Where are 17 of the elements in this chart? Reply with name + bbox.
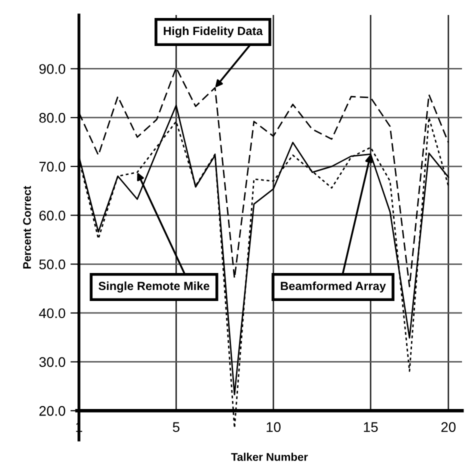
x-tick-label: 20 <box>441 422 456 432</box>
y-tick-label: 60.0 <box>39 210 66 220</box>
y-tick-label: 80.0 <box>39 112 66 123</box>
y-tick-label: 90.0 <box>39 64 66 74</box>
y-tick-label: 50.0 <box>39 259 66 270</box>
x-tick-label: 15 <box>364 422 378 432</box>
y-tick-label: 30.0 <box>39 357 66 368</box>
series-label: Single Remote Mike <box>98 281 210 293</box>
text: High Fidelity Data <box>164 26 263 38</box>
x-tick-label: 10 <box>266 422 281 432</box>
y-tick-label: 70.0 <box>39 162 66 172</box>
x-tick-label: 5 <box>172 422 180 432</box>
y-tick-label: 40.0 <box>39 308 66 318</box>
x-axis-title: Talker Number <box>231 452 308 461</box>
y-tick-label: 20.0 <box>39 406 66 416</box>
y-axis-title: Percent Correct <box>23 186 31 268</box>
series-label: Beamformed Array <box>280 281 386 293</box>
